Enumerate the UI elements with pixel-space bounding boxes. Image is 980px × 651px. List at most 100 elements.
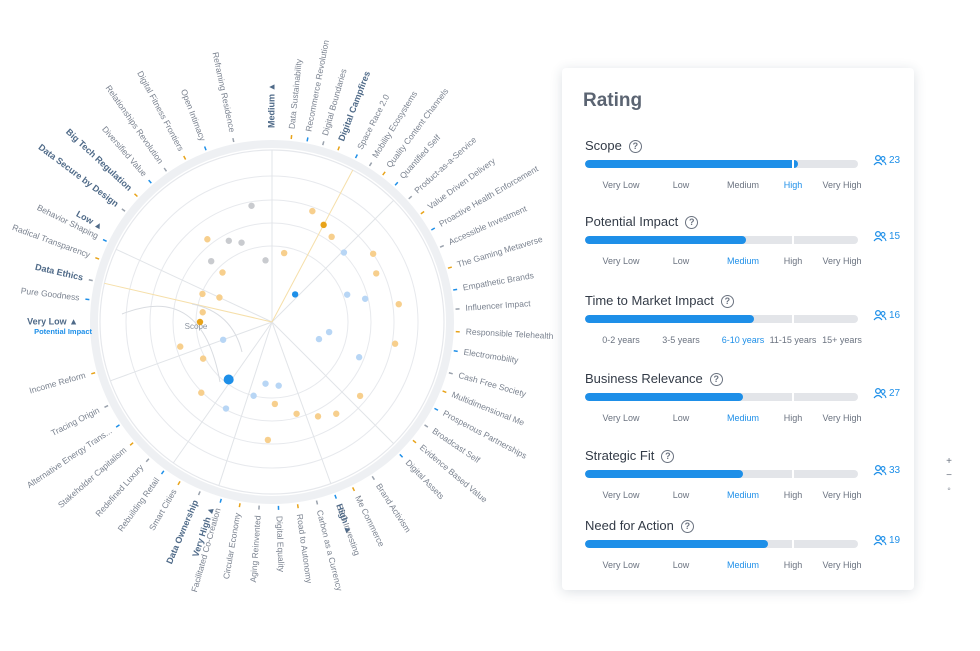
rating-slider[interactable]	[585, 540, 858, 548]
scale-option[interactable]: 3-5 years	[662, 335, 700, 345]
segment-label[interactable]: Income Reform	[28, 370, 87, 396]
segment-label[interactable]: Pure Goodness	[20, 285, 80, 302]
scale-option[interactable]: High	[783, 180, 803, 190]
scale-option[interactable]: Low	[672, 256, 690, 266]
segment-label[interactable]: Tracing Origin	[49, 405, 101, 438]
scale-option[interactable]: High	[783, 560, 803, 570]
trend-point[interactable]	[355, 354, 363, 361]
segment-label[interactable]: Evidence Based Value	[418, 442, 490, 504]
trend-point[interactable]	[391, 340, 399, 347]
trend-point[interactable]	[369, 250, 377, 257]
segment-label[interactable]: Empathetic Brands	[462, 270, 534, 292]
segment-label[interactable]: Digital Equality	[275, 516, 287, 573]
trend-point[interactable]	[238, 239, 245, 246]
trend-point[interactable]	[314, 413, 322, 420]
trend-point[interactable]	[361, 295, 369, 302]
trend-point[interactable]	[199, 309, 206, 316]
scale-option[interactable]: Medium	[726, 256, 760, 266]
scale-option[interactable]: Medium	[726, 180, 760, 190]
trend-point[interactable]	[315, 335, 323, 343]
segment-label[interactable]: Product-as-a-Service	[412, 134, 478, 195]
trend-point[interactable]	[395, 300, 402, 308]
trend-point[interactable]	[199, 290, 206, 298]
scale-option[interactable]: High	[783, 256, 803, 266]
scale-option[interactable]: High	[783, 490, 803, 500]
trend-point[interactable]	[198, 389, 205, 396]
scale-option[interactable]: Very Low	[602, 560, 640, 570]
scale-option[interactable]: 6-10 years	[721, 335, 765, 345]
trend-point[interactable]	[320, 221, 327, 229]
segment-label[interactable]: Aging Reinvented	[248, 515, 263, 583]
segment-label[interactable]: Brand Activism	[374, 482, 413, 535]
trend-radar[interactable]: Data Sustainability Recommerce Revolution…	[0, 0, 560, 651]
scale-option[interactable]: Medium	[726, 560, 760, 570]
scale-option[interactable]: Low	[672, 180, 690, 190]
trend-point[interactable]	[343, 291, 351, 298]
scale-option[interactable]: Very Low	[602, 256, 640, 266]
segment-label[interactable]: Open Intimacy	[179, 88, 208, 143]
rating-slider[interactable]	[585, 236, 858, 244]
scale-option[interactable]: Low	[672, 560, 690, 570]
help-icon[interactable]: ?	[661, 450, 675, 463]
segment-label[interactable]: Data Sustainability	[287, 58, 304, 130]
trend-point[interactable]	[196, 318, 204, 326]
scale-option[interactable]: Very Low	[602, 490, 640, 500]
segment-label[interactable]: Value Driven Delivery	[426, 155, 498, 211]
trend-point[interactable]	[328, 233, 335, 241]
trend-point[interactable]	[262, 257, 269, 264]
rating-slider[interactable]	[585, 160, 858, 168]
trend-point[interactable]	[204, 236, 211, 243]
trend-point[interactable]	[280, 249, 288, 257]
trend-point[interactable]	[373, 270, 380, 277]
scale-option[interactable]: Very High	[822, 413, 862, 423]
trend-point[interactable]	[340, 249, 348, 256]
trend-point[interactable]	[248, 202, 255, 209]
scale-option[interactable]: Low	[672, 413, 690, 423]
trend-point[interactable]	[250, 392, 257, 399]
scale-option[interactable]: High	[783, 413, 803, 423]
trend-point[interactable]	[225, 237, 233, 244]
trend-point[interactable]	[199, 355, 207, 362]
segment-label[interactable]: Data Ethics	[34, 262, 84, 283]
trend-point[interactable]	[223, 374, 234, 385]
votes-count[interactable]: 19	[873, 534, 900, 546]
zoom-out-button[interactable]: −	[946, 470, 952, 481]
scale-option[interactable]: Very Low	[602, 180, 640, 190]
trend-point[interactable]	[222, 405, 230, 412]
help-icon[interactable]: ?	[628, 140, 642, 153]
help-icon[interactable]: ?	[680, 520, 694, 533]
zoom-in-button[interactable]: +	[946, 456, 952, 467]
trend-point[interactable]	[325, 328, 333, 336]
votes-count[interactable]: 27	[873, 387, 900, 399]
scale-option[interactable]: Very High	[822, 560, 862, 570]
help-icon[interactable]: ?	[685, 216, 699, 229]
trend-point[interactable]	[219, 336, 227, 343]
scale-option[interactable]: 15+ years	[822, 335, 862, 345]
segment-label[interactable]: Data Secure by Design	[37, 142, 121, 209]
scale-option[interactable]: Very High	[822, 490, 862, 500]
trend-point[interactable]	[293, 410, 300, 417]
rating-slider[interactable]	[585, 393, 858, 401]
segment-label[interactable]: Electromobility	[463, 347, 520, 366]
scale-option[interactable]: Low	[672, 490, 690, 500]
trend-point[interactable]	[309, 207, 316, 215]
segment-label[interactable]: Responsible Telehealth	[466, 326, 554, 341]
votes-count[interactable]: 33	[873, 464, 900, 476]
trend-point[interactable]	[216, 294, 223, 301]
segment-label[interactable]: Circular Economy	[221, 511, 243, 580]
segment-label[interactable]: Big Tech Regulation	[64, 127, 134, 193]
help-icon[interactable]: ?	[720, 295, 734, 308]
trend-point[interactable]	[207, 257, 215, 265]
segment-label[interactable]: Reframing Residence	[211, 51, 238, 133]
trend-point[interactable]	[271, 400, 279, 408]
scale-option[interactable]: Very Low	[602, 413, 640, 423]
trend-point[interactable]	[333, 410, 340, 417]
segment-label[interactable]: The Gaming Metaverse	[456, 234, 544, 270]
scale-option[interactable]: 0-2 years	[602, 335, 640, 345]
segment-label[interactable]: Road to Autonomy	[295, 513, 315, 584]
zoom-reset-button[interactable]: ◦	[947, 484, 951, 495]
trend-point[interactable]	[264, 436, 272, 444]
segment-label[interactable]: Alternative Energy Trans...	[25, 426, 114, 490]
trend-point[interactable]	[177, 343, 184, 350]
scale-option[interactable]: Very High	[822, 256, 862, 266]
